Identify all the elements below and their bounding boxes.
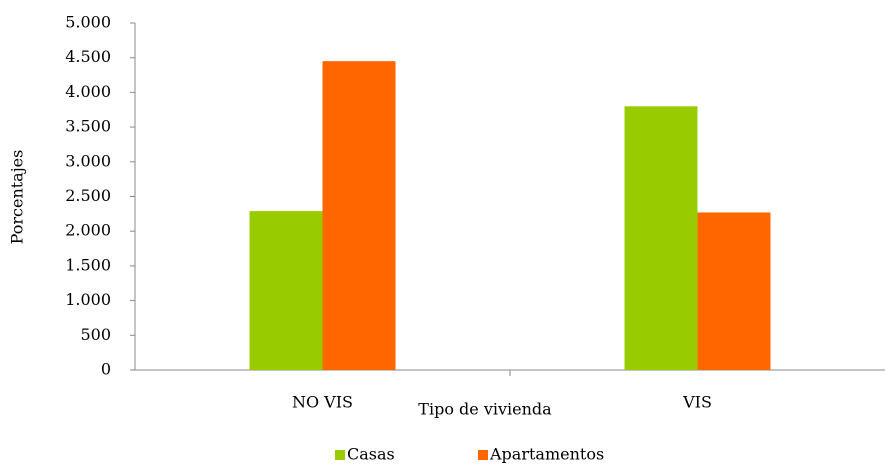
y-tick-label: 0 bbox=[101, 360, 111, 379]
bar bbox=[697, 212, 771, 370]
y-tick-label: 2.000 bbox=[65, 221, 111, 240]
legend-label: Apartamentos bbox=[489, 445, 604, 464]
y-tick-label: 5.000 bbox=[65, 13, 111, 32]
bar bbox=[249, 211, 323, 370]
y-tick-label: 500 bbox=[80, 325, 111, 344]
y-tick-label: 3.500 bbox=[65, 117, 111, 136]
y-axis-label: Porcentajes bbox=[8, 150, 27, 245]
legend-label: Casas bbox=[347, 445, 395, 464]
y-tick-label: 3.000 bbox=[65, 151, 111, 170]
bar bbox=[624, 106, 698, 370]
y-tick-label: 4.000 bbox=[65, 82, 111, 101]
legend-swatch bbox=[335, 450, 345, 460]
bar bbox=[322, 61, 396, 371]
y-tick-label: 1.000 bbox=[65, 290, 111, 309]
y-tick-label: 1.500 bbox=[65, 255, 111, 274]
y-tick-label: 4.500 bbox=[65, 47, 111, 66]
x-tick-label: NO VIS bbox=[292, 393, 353, 412]
y-tick-label: 2.500 bbox=[65, 186, 111, 205]
legend-swatch bbox=[478, 450, 488, 460]
x-tick-label: VIS bbox=[682, 393, 712, 412]
x-axis-label: Tipo de vivienda bbox=[418, 400, 552, 419]
